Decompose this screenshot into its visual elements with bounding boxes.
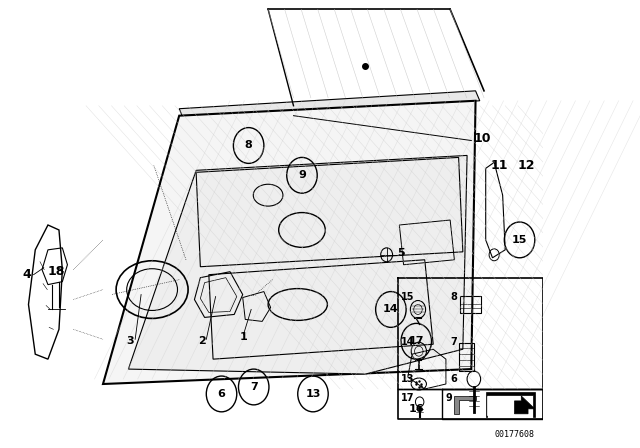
- Text: 6: 6: [450, 374, 457, 384]
- Text: 15: 15: [401, 292, 415, 302]
- Text: 8: 8: [450, 292, 457, 302]
- Text: 8: 8: [244, 141, 253, 151]
- Text: 17: 17: [401, 393, 415, 403]
- Polygon shape: [129, 155, 467, 374]
- Polygon shape: [454, 396, 476, 414]
- Text: 16: 16: [408, 404, 424, 414]
- Text: 14: 14: [401, 337, 415, 347]
- Text: 3: 3: [126, 336, 134, 346]
- Text: 9: 9: [298, 170, 306, 180]
- Text: 7: 7: [250, 382, 257, 392]
- Text: 9: 9: [445, 393, 452, 403]
- Text: 00177608: 00177608: [495, 430, 535, 439]
- Text: 1: 1: [239, 332, 248, 342]
- Polygon shape: [488, 396, 531, 415]
- Text: 17: 17: [408, 336, 424, 346]
- Polygon shape: [179, 91, 480, 119]
- Text: 6: 6: [218, 389, 225, 399]
- Text: 13: 13: [305, 389, 321, 399]
- Polygon shape: [103, 101, 476, 384]
- Text: 2: 2: [198, 336, 206, 346]
- Polygon shape: [515, 396, 535, 414]
- Text: 12: 12: [518, 159, 536, 172]
- Polygon shape: [486, 392, 535, 417]
- Text: 13: 13: [401, 374, 415, 384]
- Text: 15: 15: [512, 235, 527, 245]
- Text: 7: 7: [450, 337, 457, 347]
- Text: 5: 5: [397, 248, 405, 258]
- Text: 4: 4: [22, 268, 31, 281]
- Text: 10: 10: [474, 132, 492, 145]
- Text: 18: 18: [48, 265, 65, 278]
- Text: 14: 14: [383, 305, 399, 314]
- Text: 11: 11: [491, 159, 508, 172]
